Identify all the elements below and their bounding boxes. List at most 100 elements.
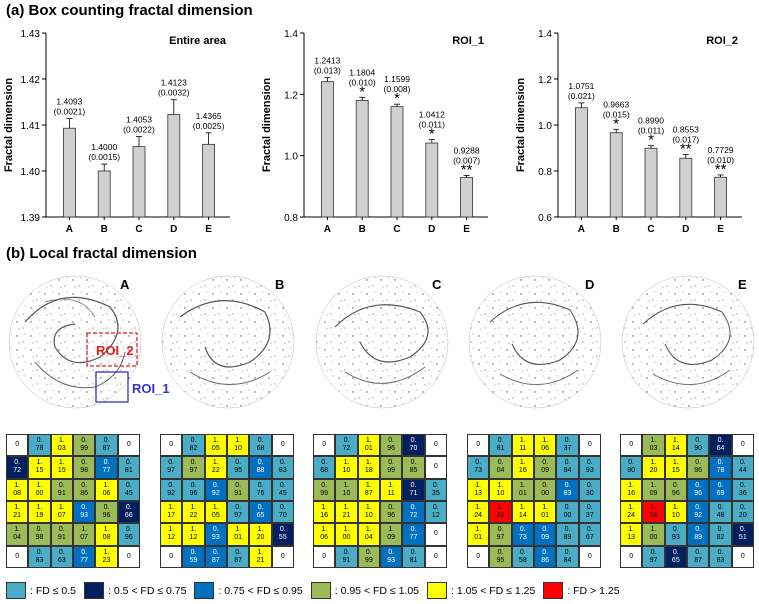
fd-cell: 0. 84 (556, 456, 579, 479)
fd-cell-text: 0. (497, 459, 504, 467)
fd-cell-text: 0. (279, 504, 286, 512)
fd-cell: 1. 00 (642, 523, 665, 546)
fd-cell-text: 16 (627, 489, 636, 497)
fd-cell: 1. 21 (249, 545, 272, 568)
fd-cell: 1. 01 (227, 523, 250, 546)
fd-cell-text: 01 (364, 445, 373, 453)
fd-cell-text: 00 (541, 489, 550, 497)
chart-0-ytick-label-4: 1.43 (21, 29, 41, 40)
fd-cell-text: 0. (519, 526, 526, 534)
fd-cell: 1. 03 (642, 434, 665, 457)
fd-cell-text: 0. (695, 437, 702, 445)
fd-cell-text: 10 (496, 489, 505, 497)
fd-cell-text: 0. (717, 481, 724, 489)
fd-cell: 1. 24 (620, 501, 643, 524)
fd-cell: 0 (6, 434, 29, 457)
fd-cell-text: 75 (256, 489, 265, 497)
fd-cell-text: 0 (433, 530, 438, 538)
fd-cell-text: 0. (257, 481, 264, 489)
fd-cell: 0 (467, 434, 490, 457)
chart-0-bar-A (63, 127, 76, 218)
fd-cell: 0. 84 (556, 545, 579, 568)
fd-cell: 1. 07 (50, 501, 73, 524)
fd-cell: 0. 87 (227, 545, 250, 568)
fd-cell-text: 1. (58, 459, 65, 467)
fd-cell-text: 1. (321, 504, 328, 512)
chart-1-bar-A (320, 81, 334, 218)
fd-cell-text: 20 (649, 467, 658, 475)
fd-cell: 1. 16 (511, 456, 534, 479)
fd-cell-text: 1. (519, 437, 526, 445)
fd-cell: 0 (117, 545, 140, 568)
chart-0-ylabel: Fractal dimension (3, 78, 15, 172)
fd-cell-text: 09 (387, 534, 396, 542)
fd-cell: 1. 09 (642, 478, 665, 501)
fd-cell-text: 0 (740, 441, 745, 449)
fd-cell-text: 0. (168, 459, 175, 467)
section-b-title: (b) Local fractal dimension (6, 245, 197, 262)
fd-cell-text: 0. (564, 437, 571, 445)
fd-cell-text: 82 (189, 445, 198, 453)
fd-cell: 1. 13 (467, 478, 490, 501)
fd-cell: 0. 99 (73, 434, 96, 457)
chart-0-bar-E (202, 143, 216, 218)
fd-cell: 0. 77 (73, 545, 96, 568)
fd-cell: 0. 44 (731, 456, 754, 479)
fd-cell-text: 09 (541, 467, 550, 475)
chart-2-sig-D: ** (680, 140, 692, 157)
chart-0-xtick-label-E: E (205, 224, 212, 235)
chart-1-sig-C: * (394, 90, 400, 107)
fd-cell-text: 1. (168, 504, 175, 512)
chart-2-bar-C (644, 147, 658, 218)
fd-cell-text: 44 (738, 467, 747, 475)
chart-2-ytick-label-4: 1.4 (538, 29, 552, 40)
legend-swatch (84, 582, 105, 599)
fd-cell-text: 51 (738, 534, 747, 542)
fd-cell-text: 00 (35, 489, 44, 497)
fd-cell-text: 0. (739, 459, 746, 467)
fd-cell-text: 0. (235, 481, 242, 489)
fd-grid-e: 0 1. 03 1. 14 0. 90 0. 64 0 0. 90 1. 20 1. 15 0. 96 0. 78 0.… (620, 434, 754, 568)
fd-cell-text: 78 (35, 445, 44, 453)
fd-cell: 0. 55 (271, 523, 294, 546)
fd-cell-text: 1. (650, 504, 657, 512)
legend-swatch (6, 582, 26, 599)
chart-1-ytick-label-2: 1.2 (284, 90, 298, 101)
fd-cell-text: 0. (564, 481, 571, 489)
fd-cell: 1. 20 (249, 523, 272, 546)
fd-cell: 0. 81 (402, 545, 425, 568)
fd-cell-text: 86 (80, 489, 89, 497)
fd-cell-text: 0. (190, 437, 197, 445)
fd-cell-text: 87 (364, 489, 373, 497)
fd-cell: 0 (271, 434, 294, 457)
fd-cell: 0. 82 (182, 434, 205, 457)
fd-cell: 0. 35 (424, 478, 447, 501)
fd-cell-text: 0. (672, 481, 679, 489)
fd-cell-text: 0. (365, 548, 372, 556)
fd-cell-text: 0. (410, 481, 417, 489)
fd-cell-text: 10 (342, 467, 351, 475)
fd-cell: 0. 93 (73, 501, 96, 524)
fd-cell-text: 0. (739, 481, 746, 489)
chart-0-value-label-E: 1.4365 (196, 111, 222, 121)
fd-cell: 1. 22 (204, 456, 227, 479)
fd-cell: 1. 06 (95, 478, 118, 501)
legend: : FD ≤ 0.5: 0.5 < FD ≤ 0.75: 0.75 < FD ≤… (6, 582, 628, 599)
fd-cell-text: 64 (716, 445, 725, 453)
fd-cell-text: 0. (586, 504, 593, 512)
fd-cell: 0 (6, 545, 29, 568)
fd-cell-text: 10 (364, 512, 373, 520)
chart-1-bar-E (460, 177, 474, 218)
fd-cell-text: 0. (190, 459, 197, 467)
chart-1-error-label-E: (0.007) (453, 155, 480, 165)
fd-cell-text: 1. (475, 504, 482, 512)
fd-cell: 0. 98 (28, 523, 51, 546)
fd-cell-text: 0. (672, 548, 679, 556)
fd-cell: 0. 73 (467, 456, 490, 479)
fd-cell-text: 0. (235, 504, 242, 512)
fd-cell-text: 00 (563, 512, 572, 520)
chart-2-bar-B (609, 132, 623, 218)
fd-cell: 0. 04 (489, 456, 512, 479)
fd-cell-text: 87 (102, 445, 111, 453)
fd-cell: 1. 12 (160, 523, 183, 546)
